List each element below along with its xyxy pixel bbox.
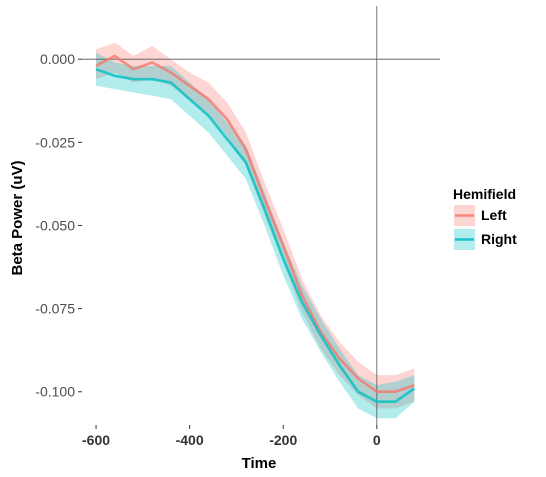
x-axis: -600 -400 -200 0 bbox=[82, 425, 381, 448]
legend-title: Hemifield bbox=[453, 186, 516, 202]
confidence-ribbons bbox=[96, 43, 414, 419]
y-tick-label: -0.050 bbox=[35, 217, 75, 233]
legend: Hemifield Left Right bbox=[453, 186, 517, 250]
legend-key-right bbox=[454, 229, 475, 250]
legend-label-left: Left bbox=[481, 207, 507, 223]
x-tick-label: -600 bbox=[82, 432, 110, 448]
ribbon-left bbox=[96, 43, 414, 409]
y-axis: 0.000 -0.025 -0.050 -0.075 -0.100 bbox=[35, 51, 82, 400]
y-tick-label: -0.025 bbox=[35, 134, 75, 150]
legend-label-right: Right bbox=[481, 231, 517, 247]
series-line-right bbox=[96, 69, 414, 402]
series-lines bbox=[96, 56, 414, 402]
y-tick-label: -0.075 bbox=[35, 301, 75, 317]
x-tick-label: -200 bbox=[269, 432, 297, 448]
series-line-left bbox=[96, 56, 414, 392]
x-tick-label: 0 bbox=[373, 432, 381, 448]
legend-key-left bbox=[454, 205, 475, 226]
ribbon-right bbox=[96, 53, 414, 419]
x-tick-label: -400 bbox=[176, 432, 204, 448]
y-tick-label: -0.100 bbox=[35, 384, 75, 400]
y-tick-label: 0.000 bbox=[40, 51, 75, 67]
x-axis-title: Time bbox=[242, 455, 277, 472]
plot-area bbox=[82, 6, 440, 425]
y-axis-title: Beta Power (uV) bbox=[9, 160, 26, 275]
